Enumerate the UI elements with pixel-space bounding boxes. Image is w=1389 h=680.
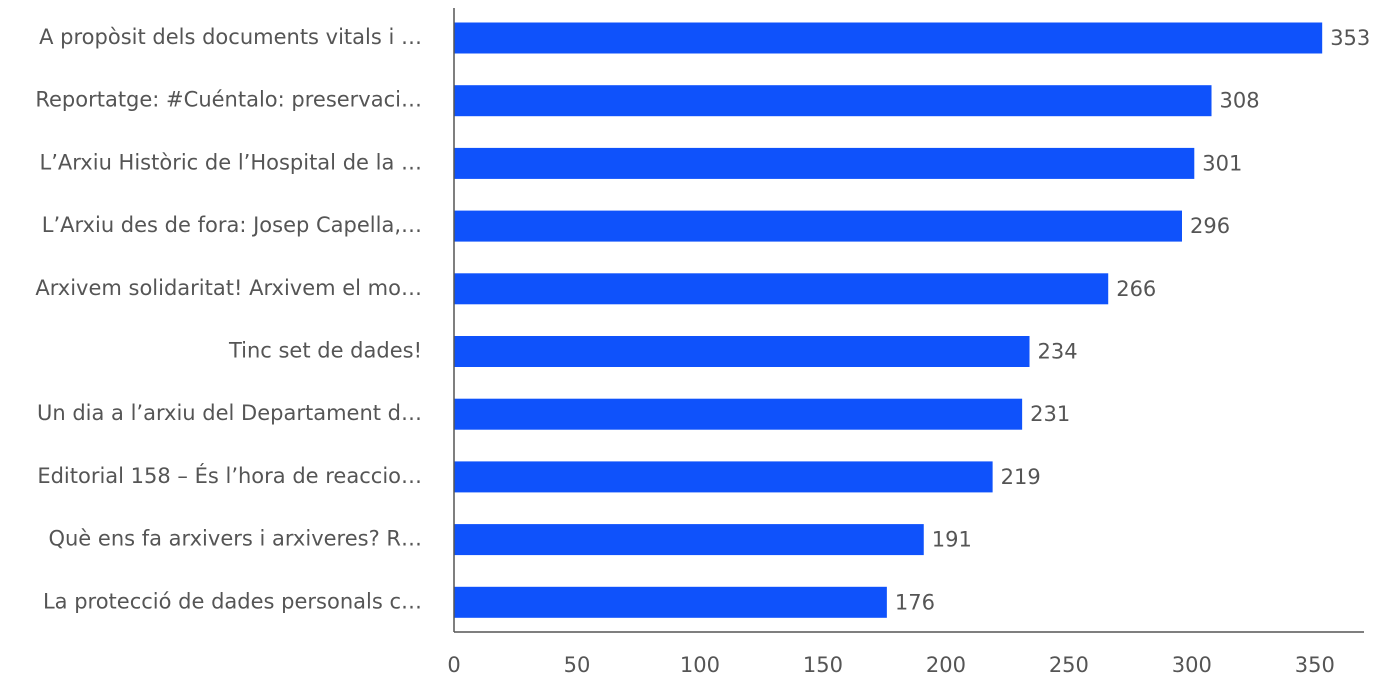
category-label: Tinc set de dades! [228,339,422,363]
value-label: 266 [1116,277,1156,301]
x-tick-label: 350 [1295,653,1335,677]
bar [454,147,1195,179]
bar [454,85,1212,117]
value-label: 231 [1030,402,1070,426]
category-label: L’Arxiu Històric de l’Hospital de la … [40,150,423,174]
x-tick-label: 150 [803,653,843,677]
bar [454,210,1182,242]
category-label: L’Arxiu des de fora: Josep Capella,… [42,213,422,237]
bars-group [454,22,1323,618]
x-tick-label: 250 [1049,653,1089,677]
value-label: 353 [1330,26,1370,50]
value-label: 301 [1202,151,1242,175]
bar [454,586,887,618]
bar [454,273,1109,305]
x-tick-label: 200 [926,653,966,677]
category-label: Reportatge: #Cuéntalo: preservaci… [35,88,422,112]
value-labels-group: 353 308 301 296 266 234 231 219 191 176 [895,26,1370,614]
category-label: Què ens fa arxivers i arxiveres? R… [48,527,422,551]
x-tick-label: 50 [564,653,591,677]
value-label: 308 [1220,89,1260,113]
category-labels-group: A propòsit dels documents vitals i … Repo… [35,25,422,613]
value-label: 219 [1001,465,1041,489]
value-label: 296 [1190,214,1230,238]
category-label: Arxivem solidaritat! Arxivem el mo… [35,276,422,300]
category-label: Un dia a l’arxiu del Departament d… [37,401,422,425]
bar [454,524,924,556]
bar [454,22,1323,54]
category-label: Editorial 158 – És l’hora de reaccio… [37,463,422,488]
x-tick-label: 0 [447,653,460,677]
value-label: 234 [1038,340,1078,364]
bar [454,336,1030,367]
category-label: A propòsit dels documents vitals i … [39,25,422,49]
value-label: 176 [895,590,935,614]
bar [454,398,1023,430]
x-tick-label: 300 [1172,653,1212,677]
x-axis-ticks-group: 0 50 100 150 200 250 300 350 [447,653,1335,677]
value-label: 191 [932,528,972,552]
bar [454,461,993,493]
x-tick-label: 100 [680,653,720,677]
category-label: La protecció de dades personals c… [43,589,422,613]
